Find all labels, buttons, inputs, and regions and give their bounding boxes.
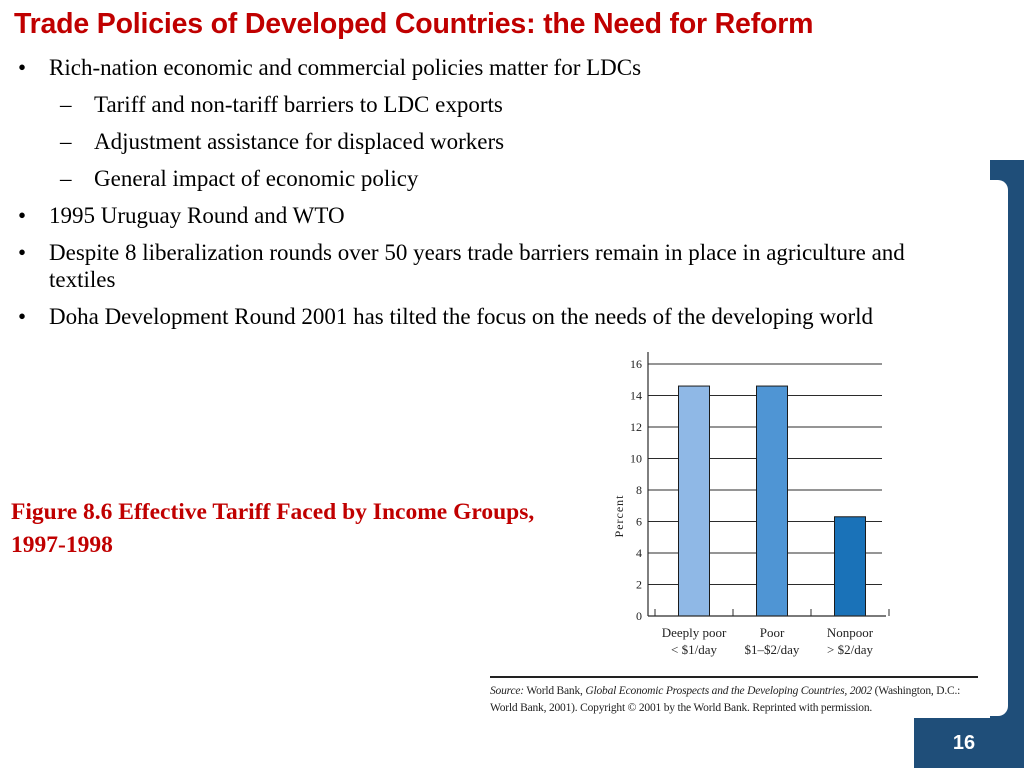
bullet-text: Despite 8 liberalization rounds over 50 … — [49, 240, 905, 292]
y-axis-label: Percent — [612, 495, 626, 538]
source-note: Source: World Bank, Global Economic Pros… — [490, 683, 982, 717]
bullet-text: Adjustment assistance for displaced work… — [94, 129, 505, 154]
page-number: 16 — [952, 732, 976, 754]
source-label: Source: — [490, 685, 524, 697]
bullet-item: • Despite 8 liberalization rounds over 50… — [18, 239, 918, 293]
x-tick-label-line1: Nonpoor — [827, 625, 874, 640]
x-tick-label-line2: < $1/day — [671, 642, 717, 657]
bullet-marker: • — [18, 203, 27, 228]
y-tick-label: 6 — [636, 515, 642, 529]
y-tick-label: 0 — [636, 609, 642, 623]
source-text-a: World Bank, — [523, 685, 586, 697]
bullet-text: Rich-nation economic and commercial poli… — [49, 55, 642, 80]
figure-caption: Figure 8.6 Effective Tariff Faced by Inc… — [11, 499, 535, 558]
bullet-item: • Doha Development Round 2001 has tilted … — [18, 303, 918, 330]
bullet-text: Tariff and non-tariff barriers to LDC ex… — [94, 92, 503, 117]
bullet-list: • Rich-nation economic and commercial pol… — [18, 54, 918, 330]
x-tick-label-line1: Deeply poor — [662, 625, 727, 640]
bullet-marker: – — [60, 166, 72, 191]
source-rule — [490, 676, 978, 678]
bullet-text: General impact of economic policy — [94, 166, 419, 191]
y-tick-label: 8 — [636, 483, 642, 497]
x-tick-labels: Deeply poor < $1/day Poor $1–$2/day Nonpoor >… — [662, 625, 874, 657]
bullet-item: • Rich-nation economic and commercial pol… — [18, 54, 918, 81]
x-tick-label-line1: Poor — [760, 625, 785, 640]
x-tick-label-line2: > $2/day — [827, 642, 873, 657]
source-title: Global Economic Prospects and the Develo… — [585, 685, 872, 697]
slide-title: Trade Policies of Developed Countries: t… — [14, 8, 814, 40]
bar-0 — [678, 385, 710, 617]
y-tick-label: 16 — [630, 357, 642, 371]
chart-axes — [647, 352, 890, 617]
y-tick-label: 2 — [636, 578, 642, 592]
bullet-marker: • — [18, 240, 27, 265]
sub-bullet-item: – Adjustment assistance for displaced wor… — [18, 128, 918, 155]
source-text-b: (Washington, D.C.: World Bank, 2001). Co… — [490, 685, 961, 714]
y-tick-label: 4 — [636, 546, 642, 560]
bullet-marker: – — [60, 129, 72, 154]
x-tick-label-line2: $1–$2/day — [745, 642, 800, 657]
y-tick-label: 10 — [630, 452, 642, 466]
bullet-text: 1995 Uruguay Round and WTO — [49, 203, 345, 228]
bar-2 — [834, 516, 866, 617]
page-number-box — [914, 718, 1024, 768]
bullet-marker: – — [60, 92, 72, 117]
bar-chart: 0 2 4 6 8 10 12 14 16 Deeply poor < $1/day Poor $1–… — [612, 352, 890, 657]
y-tick-label: 14 — [630, 389, 642, 403]
sub-bullet-item: – General impact of economic policy — [18, 165, 918, 192]
bullet-text: Doha Development Round 2001 has tilted t… — [49, 304, 873, 329]
y-tick-labels: 0 2 4 6 8 10 12 14 16 — [630, 357, 642, 623]
y-tick-label: 12 — [630, 420, 642, 434]
bullet-marker: • — [18, 55, 27, 80]
decorative-side-bar-inset — [980, 180, 1008, 716]
bar-1 — [756, 385, 788, 617]
bullet-marker: • — [18, 304, 27, 329]
bullet-item: • 1995 Uruguay Round and WTO — [18, 202, 918, 229]
sub-bullet-item: – Tariff and non-tariff barriers to LDC e… — [18, 91, 918, 118]
chart-bars — [678, 385, 866, 617]
